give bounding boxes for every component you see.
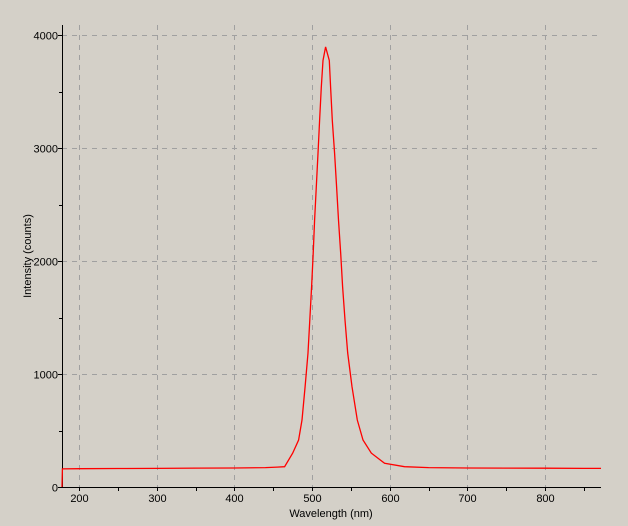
series-layer xyxy=(61,46,601,488)
x-tick-label: 300 xyxy=(148,493,166,505)
y-tick-label: 2000 xyxy=(34,257,58,269)
x-tick-label: 200 xyxy=(70,493,88,505)
x-tick-label: 600 xyxy=(381,493,399,505)
x-tick-label: 400 xyxy=(225,493,243,505)
x-tick-label: 800 xyxy=(536,493,554,505)
y-tick-label: 1000 xyxy=(34,370,58,382)
y-axis-label: Intensity (counts) xyxy=(22,214,34,298)
x-axis-label: Wavelength (nm) xyxy=(289,508,372,520)
axes: 200 300 400 500 600 700 800 0 1000 2000 3000 4000 xyxy=(34,25,601,505)
y-tick-label: 3000 xyxy=(34,144,58,156)
spectrum-line xyxy=(61,46,601,488)
x-tick-label: 700 xyxy=(458,493,476,505)
y-tick-label: 0 xyxy=(52,483,58,495)
x-tick-label: 500 xyxy=(303,493,321,505)
y-tick-label: 4000 xyxy=(34,31,58,43)
